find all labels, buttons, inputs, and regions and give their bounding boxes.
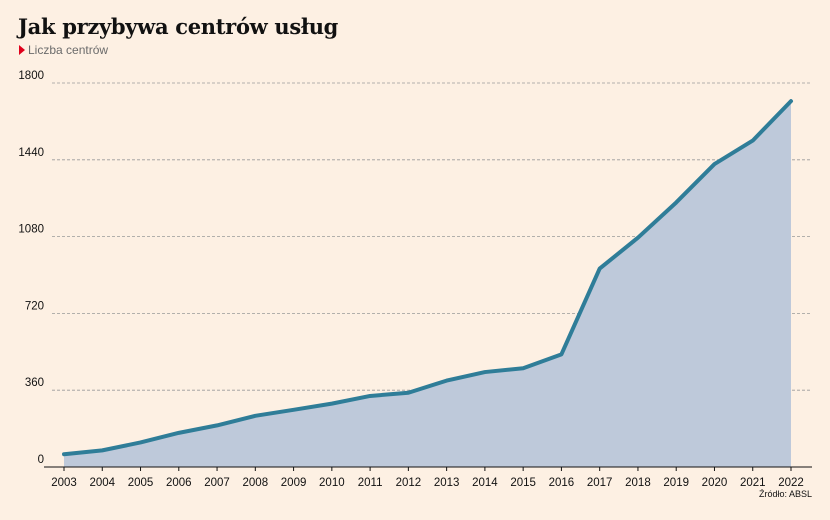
x-tick-label-2007: 2007	[204, 477, 230, 489]
axis-layer	[44, 466, 812, 471]
x-tick-label-2004: 2004	[89, 477, 115, 489]
x-tick-label-2006: 2006	[166, 477, 192, 489]
x-tick-label-2015: 2015	[510, 477, 536, 489]
x-tick-label-2018: 2018	[625, 477, 651, 489]
y-tick-label-1800: 1800	[18, 70, 44, 82]
x-tick-label-2003: 2003	[51, 477, 77, 489]
source-note: Źródło: ABSL	[758, 489, 812, 499]
y-tick-label-720: 720	[25, 300, 44, 312]
area-layer	[62, 99, 793, 467]
x-tick-label-2017: 2017	[587, 477, 613, 489]
y-tick-label-1080: 1080	[18, 224, 44, 236]
x-tick-label-2010: 2010	[319, 477, 345, 489]
subtitle-row: Liczba centrów	[19, 43, 108, 57]
x-tick-label-2016: 2016	[549, 477, 575, 489]
x-tick-label-2008: 2008	[243, 477, 269, 489]
x-tick-label-2005: 2005	[128, 477, 154, 489]
y-tick-label-1440: 1440	[18, 147, 44, 159]
x-tick-label-2012: 2012	[396, 477, 422, 489]
x-tick-label-2021: 2021	[740, 477, 766, 489]
x-tick-label-2009: 2009	[281, 477, 307, 489]
x-tick-label-2013: 2013	[434, 477, 460, 489]
x-tick-label-2014: 2014	[472, 477, 498, 489]
series-area	[64, 101, 791, 467]
subtitle-marker-icon	[19, 45, 25, 55]
series-line	[62, 99, 793, 457]
x-tick-labels: 2003 2004 2005 2006 2007 2008 2009 2010 2011 2012…	[51, 477, 804, 489]
chart-title: Jak przybywa centrów usług	[18, 14, 339, 39]
y-tick-label-0: 0	[38, 454, 44, 466]
x-tick-label-2011: 2011	[358, 477, 383, 489]
chart-subtitle: Liczba centrów	[28, 43, 109, 57]
y-tick-label-360: 360	[25, 377, 44, 389]
x-tick-label-2022: 2022	[778, 477, 804, 489]
y-tick-labels: 0 360 720 1080 1440 1800	[18, 70, 44, 466]
x-tick-label-2020: 2020	[702, 477, 728, 489]
x-tick-label-2019: 2019	[663, 477, 689, 489]
